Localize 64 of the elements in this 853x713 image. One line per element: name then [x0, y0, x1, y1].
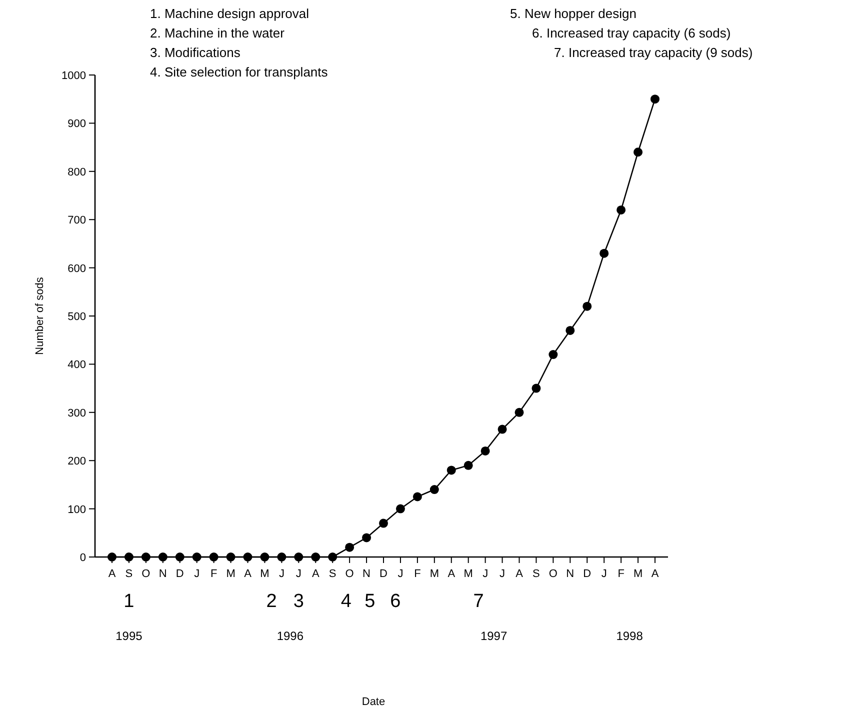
x-tick-label: S [328, 568, 336, 580]
text: 3 [293, 591, 304, 612]
y-tick-label: 0 [80, 552, 86, 564]
text: 1995 [116, 629, 143, 643]
y-tick-label: 300 [68, 407, 86, 420]
y-axis-title: Number of sods [34, 276, 46, 355]
y-tick-label: 1000 [62, 70, 86, 82]
x-tick-label: A [108, 568, 116, 580]
text: 4 [340, 591, 352, 612]
text: 1. Machine design approval [150, 6, 310, 21]
x-tick-label: J [482, 568, 488, 580]
x-tick-label: N [566, 568, 574, 580]
y-tick-label: 900 [68, 118, 86, 130]
x-tick-label: J [194, 568, 200, 580]
text: 3. Modifications [150, 45, 241, 60]
text: 2 [266, 591, 277, 612]
y-tick-label: 700 [68, 214, 86, 227]
y-tick-label: 800 [68, 166, 86, 178]
x-tick-label: M [226, 568, 236, 580]
x-tick-label: F [414, 568, 422, 580]
x-tick-label: A [516, 568, 524, 580]
text: 1 [124, 591, 134, 612]
x-tick-label: S [532, 568, 540, 580]
text: 1998 [616, 629, 644, 643]
x-tick-label: D [583, 568, 592, 580]
x-tick-label: A [448, 568, 456, 580]
x-tick-label: O [548, 568, 558, 580]
x-tick-label: A [651, 568, 660, 580]
text: 6. Increased tray capacity (6 sods) [532, 26, 731, 40]
x-tick-label: A [312, 568, 320, 580]
x-tick-label: M [260, 568, 270, 580]
x-tick-label: D [380, 568, 388, 580]
text: 7. Increased tray capacity (9 sods) [554, 45, 753, 60]
x-tick-label: N [362, 568, 371, 580]
x-tick-label: N [158, 568, 167, 580]
x-tick-label: S [125, 568, 133, 580]
x-tick-label: J [296, 568, 302, 580]
x-tick-label: A [244, 568, 252, 580]
x-tick-label: D [176, 568, 184, 580]
text: 5. New hopper design [510, 6, 636, 21]
x-tick-label: O [142, 568, 151, 580]
annotation: 4. Site selection for transplants [150, 64, 328, 80]
text: 1997 [480, 629, 508, 643]
x-tick-label: M [633, 568, 643, 580]
y-tick-label: 100 [68, 504, 86, 516]
text: 7 [473, 591, 484, 612]
y-tick-label: 400 [68, 359, 86, 372]
text: 1996 [276, 629, 304, 643]
y-tick-label: 500 [68, 311, 86, 323]
text: Date [362, 696, 386, 708]
x-tick-label: F [210, 568, 218, 580]
text: 2. Machine in the water [150, 26, 286, 40]
y-tick-label: 600 [68, 262, 86, 275]
x-tick-label: J [398, 568, 404, 580]
x-tick-label: M [464, 568, 473, 580]
text: 5 [364, 591, 376, 612]
x-tick-label: J [500, 568, 506, 580]
x-tick-label: O [345, 568, 354, 580]
x-tick-label: F [618, 568, 625, 580]
x-tick-label: J [601, 568, 607, 580]
y-tick-label: 200 [68, 456, 86, 468]
x-tick-label: J [278, 568, 284, 580]
text: 6 [390, 591, 401, 612]
x-tick-label: M [430, 568, 439, 580]
